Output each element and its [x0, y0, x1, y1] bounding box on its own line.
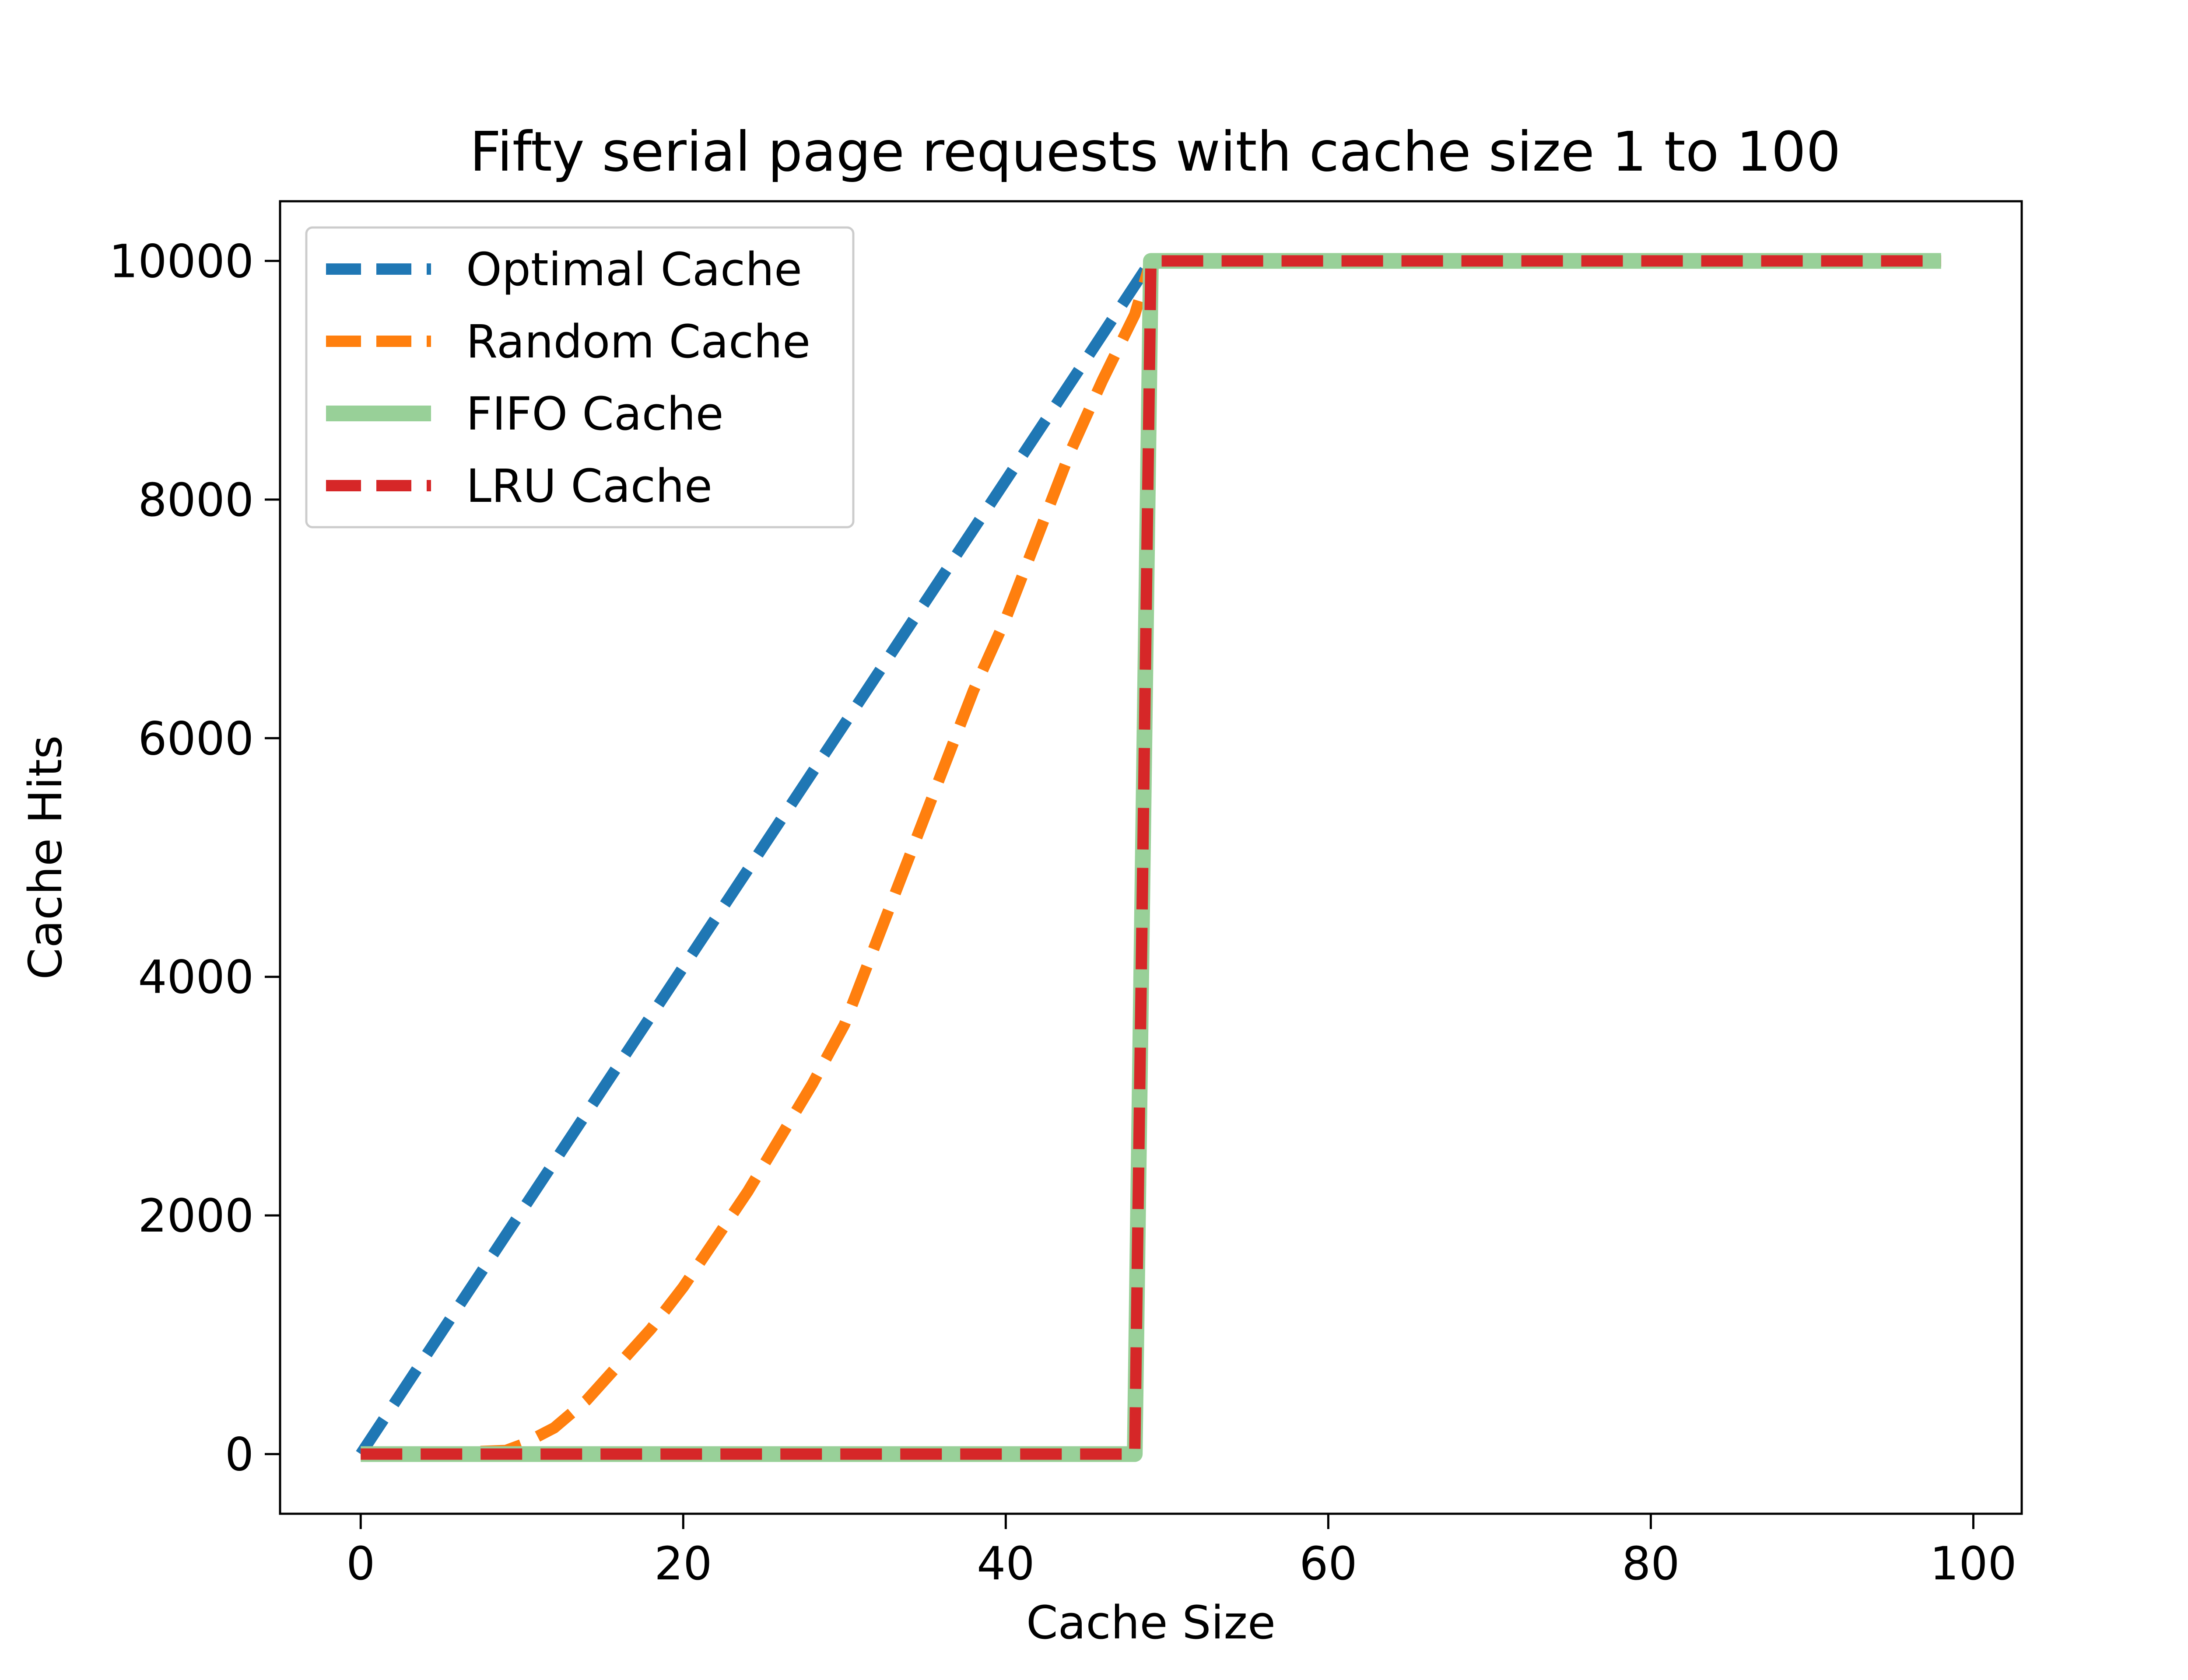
series-layer	[356, 253, 1941, 1462]
y-tick-label: 4000	[138, 951, 254, 1004]
y-tick-label: 6000	[138, 712, 254, 765]
x-tick-label: 20	[654, 1537, 712, 1590]
legend-frame	[305, 226, 855, 528]
chart-title: Fifty serial page requests with cache si…	[470, 120, 1841, 184]
x-tick-label: 0	[346, 1537, 375, 1590]
x-tick-label: 60	[1299, 1537, 1357, 1590]
x-axis-label: Cache Size	[1026, 1596, 1276, 1649]
y-tick-label: 2000	[138, 1189, 254, 1242]
y-axis-label: Cache Hits	[19, 735, 72, 980]
x-axis: 0 20 40 60 80 100	[346, 1514, 2017, 1590]
legend-label: Random Cache	[466, 315, 810, 368]
plot-frame	[279, 200, 2023, 1515]
y-axis: 0 2000 4000 6000 8000 10000	[109, 234, 280, 1481]
y-tick-label: 0	[225, 1428, 254, 1481]
legend-label: Optimal Cache	[466, 243, 802, 296]
y-tick-label: 8000	[138, 473, 254, 527]
y-tick-label: 10000	[109, 234, 254, 288]
legend: Optimal Cache Random Cache FIFO Cache LRU C…	[305, 226, 855, 528]
legend-label: LRU Cache	[466, 459, 712, 513]
x-tick-label: 40	[977, 1537, 1034, 1590]
legend-label: FIFO Cache	[466, 387, 724, 441]
x-tick-label: 80	[1622, 1537, 1680, 1590]
x-tick-label: 100	[1930, 1537, 2017, 1590]
series-line-fifo-cache	[361, 253, 1941, 1462]
